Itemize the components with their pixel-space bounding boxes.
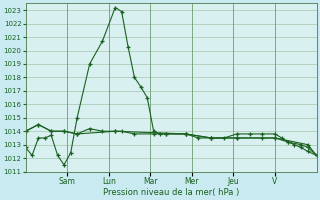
X-axis label: Pression niveau de la mer( hPa ): Pression niveau de la mer( hPa ) <box>103 188 239 197</box>
